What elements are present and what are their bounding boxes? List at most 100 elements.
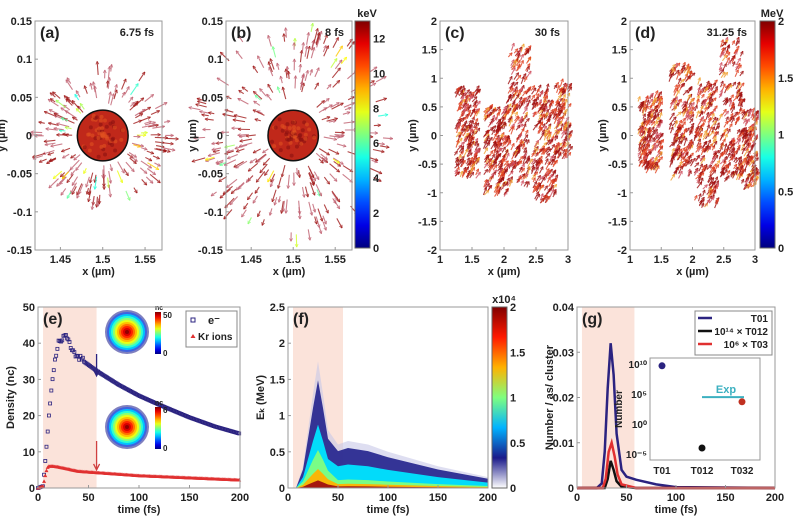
arrow-head [518, 176, 522, 180]
field-arrow [646, 151, 652, 157]
arrow-head [688, 170, 692, 175]
field-arrow [513, 81, 519, 87]
field-arrow [721, 54, 728, 62]
field-arrow [538, 184, 545, 190]
cluster-texture [89, 142, 94, 147]
arrow-head [324, 34, 328, 38]
field-arrow [726, 51, 731, 59]
field-arrow [524, 117, 530, 124]
field-arrow [532, 181, 538, 189]
field-arrow [498, 186, 502, 195]
arrow-head [696, 98, 700, 103]
arrow-head [687, 107, 692, 112]
field-arrow [671, 68, 675, 74]
arrow-head [536, 93, 540, 97]
arrow-head [642, 144, 646, 148]
energy-distribution-layer [296, 380, 488, 488]
field-arrow [496, 118, 502, 125]
field-arrow [484, 183, 490, 190]
arrow-head [531, 166, 536, 171]
field-arrow [307, 165, 315, 178]
field-arrow [533, 139, 540, 148]
field-arrow [542, 103, 547, 110]
field-arrow [272, 46, 277, 58]
field-arrow [458, 141, 465, 148]
field-arrow [313, 171, 320, 180]
field-arrow [212, 149, 220, 153]
arrow-head [105, 80, 110, 84]
x-tick-label: 1 [627, 254, 633, 266]
arrow-head [456, 87, 460, 91]
arrow-head [544, 185, 548, 190]
field-arrow [88, 183, 92, 196]
field-arrow [712, 88, 718, 96]
arrow-head [460, 147, 465, 152]
arrow-head [518, 96, 523, 101]
field-arrow [474, 88, 479, 97]
arrow-head [336, 160, 340, 164]
arrow-head [686, 63, 690, 68]
arrow-head [648, 158, 652, 163]
arrow-head [157, 163, 161, 167]
field-arrow [311, 40, 315, 49]
field-arrow [318, 30, 323, 41]
arrow-head [515, 93, 520, 98]
field-arrow [222, 113, 237, 118]
cluster-texture [290, 130, 295, 135]
arrow-head [491, 114, 496, 119]
field-arrow [372, 148, 385, 153]
arrow-head [229, 201, 234, 206]
arrow-head [247, 196, 251, 201]
arrow-head [460, 117, 465, 121]
field-arrow [670, 173, 676, 181]
arrow-head [685, 113, 690, 118]
field-arrow [697, 90, 702, 97]
inset-colorbar-min: 0 [163, 349, 168, 358]
field-arrow [686, 107, 692, 115]
field-arrow [512, 59, 517, 68]
arrow-head [76, 194, 80, 199]
data-point-electron [78, 353, 83, 358]
arrow-head [276, 86, 281, 91]
field-arrow [60, 188, 67, 196]
field-arrow [750, 132, 756, 140]
cluster-texture [104, 124, 109, 129]
field-arrow [552, 159, 558, 168]
x-tick-label: 3 [565, 254, 571, 266]
arrow-head [462, 108, 467, 112]
field-arrow [510, 93, 515, 102]
arrow-head [674, 62, 679, 67]
arrow-head [527, 45, 532, 49]
field-arrow [742, 160, 748, 168]
arrow-head [241, 213, 245, 218]
field-arrow [469, 91, 475, 98]
field-arrow [735, 36, 740, 45]
y-tick-label: 0.5 [612, 102, 627, 114]
field-arrow [714, 122, 720, 131]
arrow-head [163, 102, 168, 106]
field-arrow [720, 80, 724, 88]
cluster-texture [290, 120, 295, 125]
field-arrow [455, 125, 460, 134]
field-arrow [706, 189, 712, 195]
arrow-head [339, 224, 343, 229]
cluster-texture [300, 128, 305, 133]
arrow-head [724, 169, 728, 173]
field-arrow [561, 144, 566, 151]
field-arrow [483, 129, 489, 138]
field-arrow [711, 126, 716, 133]
arrow-head [467, 109, 472, 114]
arrow-head [552, 169, 557, 174]
field-arrow [273, 197, 278, 206]
field-arrow [513, 72, 520, 80]
field-arrow [487, 136, 493, 144]
arrow-head [141, 108, 146, 113]
field-arrow [332, 79, 341, 88]
field-arrow [673, 96, 678, 104]
colorbar-tick-label: 0.5 [778, 186, 793, 198]
y-tick-label: -0.05 [198, 169, 223, 181]
field-arrow [548, 158, 554, 165]
arrow-head [150, 150, 155, 155]
x-tick-label: 200 [479, 492, 497, 504]
field-arrow [540, 107, 546, 116]
